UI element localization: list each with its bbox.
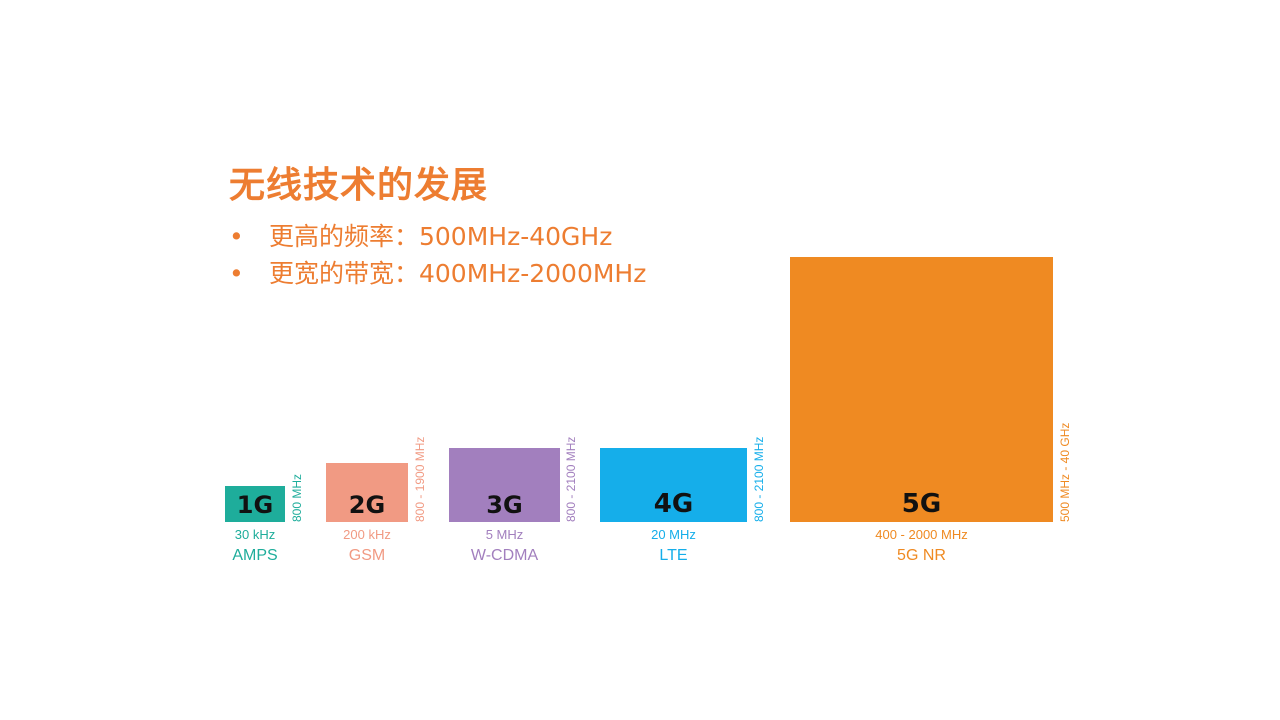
bullet-text: 更宽的带宽：400MHz-2000MHz <box>269 259 647 288</box>
generation-bar: 2G <box>326 463 408 522</box>
standard-label: LTE <box>659 547 688 564</box>
bullet-list: • 更高的频率：500MHz-40GHz • 更宽的带宽：400MHz-2000MH… <box>229 218 646 292</box>
standard-label: AMPS <box>232 547 278 564</box>
slide-title: 无线技术的发展 <box>229 165 489 206</box>
bullet-item-bandwidth: • 更宽的带宽：400MHz-2000MHz <box>229 255 646 292</box>
generation-bar: 3G <box>449 448 560 522</box>
bandwidth-label: 30 kHz <box>234 527 276 542</box>
bandwidth-label: 20 MHz <box>651 527 696 542</box>
standard-label: GSM <box>348 547 386 564</box>
generation-label: 5G <box>901 489 942 519</box>
generation-label: 1G <box>236 491 274 519</box>
generation-bar: 5G <box>790 257 1053 522</box>
bullet-dot: • <box>229 259 244 288</box>
generation-bar: 1G <box>225 486 285 522</box>
generation-bar: 4G <box>600 448 747 522</box>
bandwidth-label: 200 kHz <box>343 527 391 542</box>
frequency-label: 800 - 2100 MHz <box>752 436 766 522</box>
bandwidth-label: 5 MHz <box>485 527 524 542</box>
bullet-dot: • <box>229 222 244 251</box>
generation-label: 4G <box>653 489 694 519</box>
standard-label: 5G NR <box>897 547 946 564</box>
bullet-item-frequency: • 更高的频率：500MHz-40GHz <box>229 218 646 255</box>
frequency-label: 800 - 1900 MHz <box>413 436 427 522</box>
frequency-label: 800 - 2100 MHz <box>564 436 578 522</box>
generation-label: 2G <box>348 491 386 519</box>
bullet-text: 更高的频率：500MHz-40GHz <box>269 222 613 251</box>
generation-label: 3G <box>486 491 523 519</box>
bandwidth-label: 400 - 2000 MHz <box>875 527 968 542</box>
frequency-label: 800 MHz <box>290 473 304 522</box>
frequency-label: 500 MHz - 40 GHz <box>1058 422 1072 522</box>
standard-label: W-CDMA <box>470 547 539 564</box>
